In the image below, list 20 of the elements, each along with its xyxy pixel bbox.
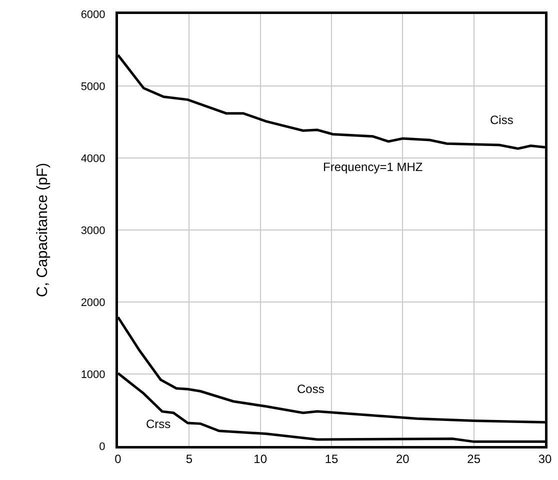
x-tick-label: 20 bbox=[396, 452, 410, 466]
y-tick-label: 3000 bbox=[80, 224, 106, 237]
x-tick-label: 5 bbox=[186, 452, 193, 466]
y-tick-label: 6000 bbox=[80, 8, 106, 21]
x-tick-label: 0 bbox=[114, 452, 122, 466]
line-series bbox=[118, 54, 545, 150]
y-tick-label: 2000 bbox=[80, 296, 106, 309]
annotation: Frequency=1 MHZ bbox=[323, 160, 423, 174]
series-label: Coss bbox=[297, 382, 324, 396]
x-tick-label: 15 bbox=[324, 452, 338, 466]
y-axis-title: C, Capacitance (pF) bbox=[34, 162, 51, 298]
y-tick-label: 5000 bbox=[80, 80, 106, 93]
x-tick-label: 30 bbox=[538, 452, 552, 466]
series-label: Crss bbox=[146, 417, 171, 431]
x-tick-label: 10 bbox=[254, 452, 268, 466]
y-tick-label: 0 bbox=[99, 440, 106, 453]
y-tick-label: 4000 bbox=[80, 152, 106, 165]
series-label: Ciss bbox=[490, 113, 514, 127]
y-tick-label: 1000 bbox=[80, 368, 106, 381]
x-tick-label: 25 bbox=[467, 452, 481, 466]
